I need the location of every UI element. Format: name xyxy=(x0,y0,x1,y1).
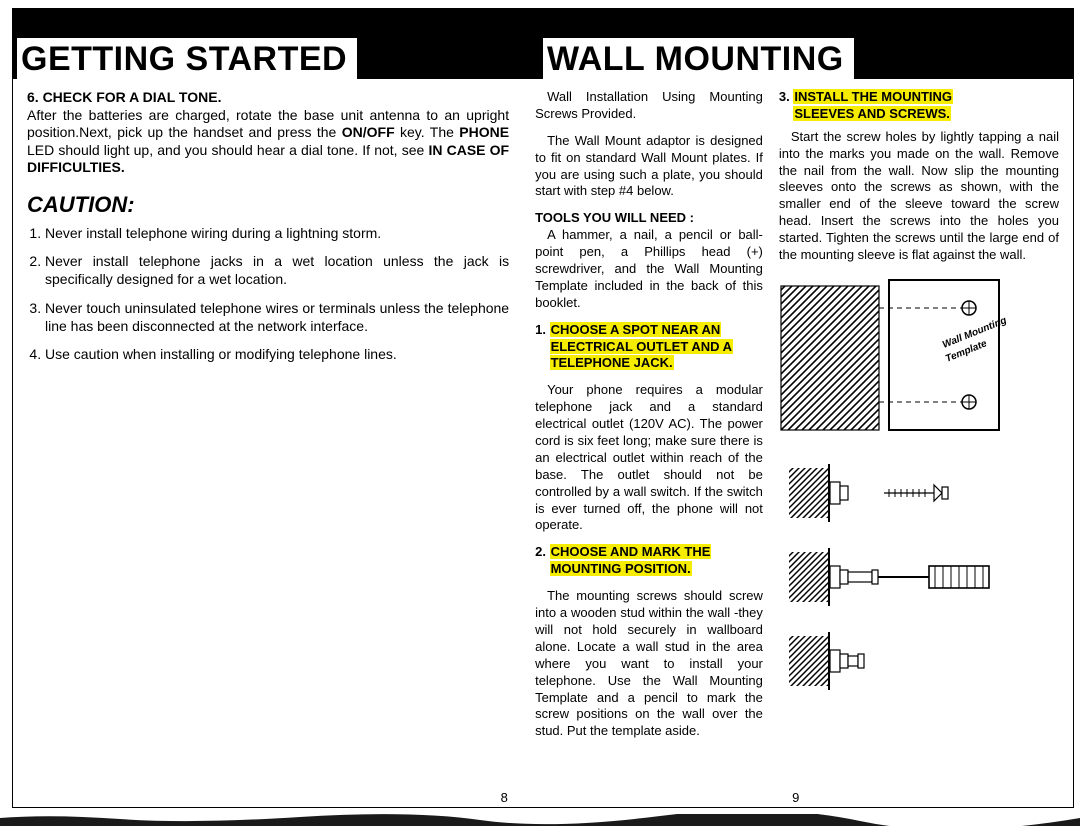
s2-ha: CHOOSE AND MARK THE xyxy=(550,544,712,559)
caution-heading: CAUTION: xyxy=(27,191,509,219)
page-number-right: 9 xyxy=(792,790,799,805)
caution-list: Never install telephone wiring during a … xyxy=(27,224,509,363)
diagram-stack: Wall Mounting Template xyxy=(779,278,1059,690)
s2-hb: MOUNTING POSITION. xyxy=(550,561,692,576)
step6-c: key. The xyxy=(395,124,460,140)
caution-item-3: Never touch uninsulated telephone wires … xyxy=(45,299,509,335)
s2-body: The mounting screws should screw into a … xyxy=(535,588,763,740)
page-number-left: 8 xyxy=(501,790,508,805)
s3-ha: INSTALL THE MOUNTING xyxy=(793,89,953,104)
step2-head: 2. CHOOSE AND MARK THE 2. MOUNTING POSIT… xyxy=(535,544,763,578)
caution-item-1: Never install telephone wiring during a … xyxy=(45,224,509,242)
s1-hc: TELEPHONE JACK. xyxy=(550,355,674,370)
step6-onoff: ON/OFF xyxy=(342,124,395,140)
diagram-sleeve-flush xyxy=(779,632,909,690)
tools-head: TOOLS YOU WILL NEED : xyxy=(535,210,763,227)
s1-ha: CHOOSE A SPOT NEAR AN xyxy=(550,322,722,337)
title-getting-started: GETTING STARTED xyxy=(17,38,357,79)
s1-body: Your phone requires a modular telephone … xyxy=(535,382,763,534)
s1-hb: ELECTRICAL OUTLET AND A xyxy=(550,339,734,354)
title-wall-mounting: WALL MOUNTING xyxy=(543,38,854,79)
column-middle: Wall Installation Using Mounting Screws … xyxy=(527,81,771,807)
mid-intro1: Wall Installation Using Mounting Screws … xyxy=(535,89,763,123)
caution-item-4: Use caution when installing or modifying… xyxy=(45,345,509,363)
step6-heading: 6. CHECK FOR A DIAL TONE. xyxy=(27,89,509,107)
s1-num: 1. xyxy=(535,322,546,337)
s3-body: Start the screw holes by lightly tapping… xyxy=(779,129,1059,264)
diagram-template: Wall Mounting Template xyxy=(779,278,1009,438)
mid-intro2: The Wall Mount adaptor is designed to fi… xyxy=(535,133,763,201)
column-left: 6. CHECK FOR A DIAL TONE. After the batt… xyxy=(13,81,527,807)
page-frame: GETTING STARTED WALL MOUNTING 6. CHECK F… xyxy=(12,8,1074,808)
step1-head: 1. CHOOSE A SPOT NEAR AN 1. ELECTRICAL O… xyxy=(535,322,763,373)
caution-item-2: Never install telephone jacks in a wet l… xyxy=(45,252,509,288)
s3-num: 3. xyxy=(779,89,790,104)
step6-body: After the batteries are charged, rotate … xyxy=(27,107,509,177)
scan-edge xyxy=(0,814,1080,826)
tools-body: A hammer, a nail, a pencil or ball-point… xyxy=(535,227,763,311)
diagram-sleeve-screw-apart xyxy=(779,464,1009,522)
step6-e: LED should light up, and you should hear… xyxy=(27,142,428,158)
step6-phone: PHONE xyxy=(459,124,509,140)
s2-num: 2. xyxy=(535,544,546,559)
s3-hb: SLEEVES AND SCREWS. xyxy=(793,106,951,121)
band-left: GETTING STARTED xyxy=(13,9,543,79)
diagram-sleeve-screw-driver xyxy=(779,548,1009,606)
header-band: GETTING STARTED WALL MOUNTING xyxy=(13,9,1073,79)
band-right: WALL MOUNTING xyxy=(543,9,1073,79)
column-right: 3. INSTALL THE MOUNTING 3. SLEEVES AND S… xyxy=(771,81,1073,807)
step3-head: 3. INSTALL THE MOUNTING 3. SLEEVES AND S… xyxy=(779,89,1059,123)
content-columns: 6. CHECK FOR A DIAL TONE. After the batt… xyxy=(13,81,1073,807)
